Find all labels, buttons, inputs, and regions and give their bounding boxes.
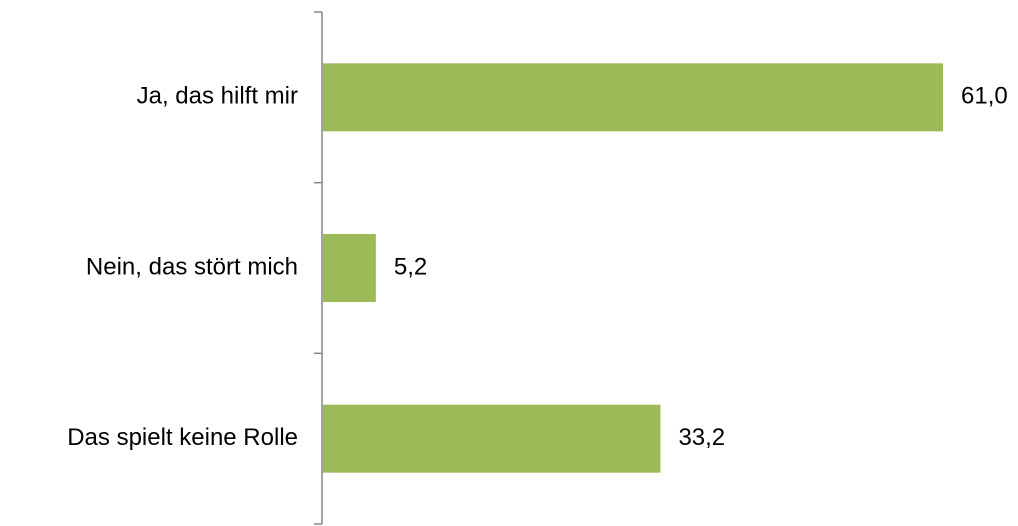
data-label: 33,2 — [678, 424, 725, 451]
category-label: Ja, das hilft mir — [137, 83, 298, 110]
bar — [323, 234, 376, 302]
data-label: 5,2 — [394, 253, 427, 280]
chart-bars-layer — [323, 63, 943, 473]
chart-labels-layer: Ja, das hilft mir 61,0 Nein, das stört mic… — [67, 83, 1008, 451]
category-label: Das spielt keine Rolle — [67, 424, 298, 451]
category-label: Nein, das stört mich — [86, 253, 298, 280]
chart-axis-layer — [314, 11, 323, 525]
bar — [323, 404, 661, 473]
bar — [323, 63, 943, 132]
data-label: 61,0 — [961, 83, 1008, 110]
